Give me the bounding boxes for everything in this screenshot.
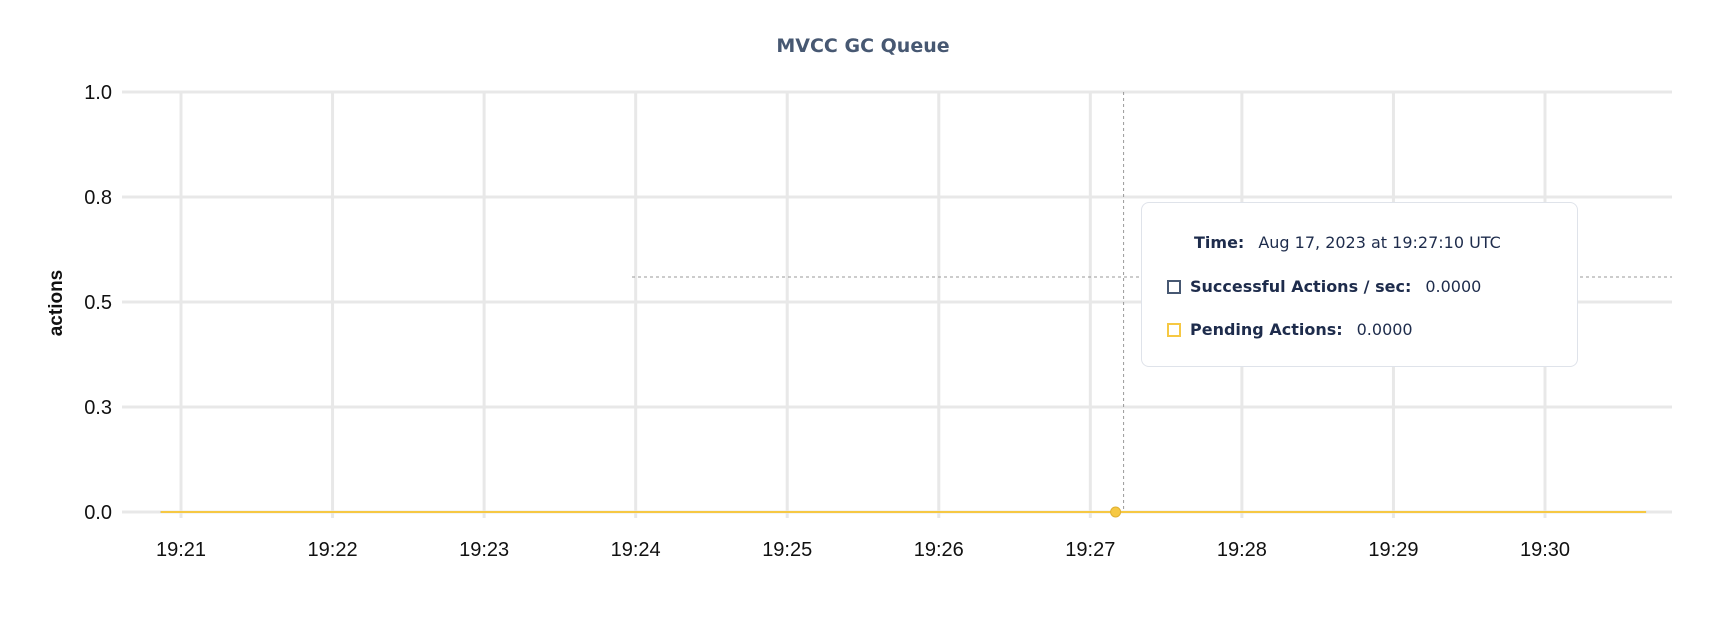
x-tick-label: 19:25: [762, 539, 812, 561]
x-tick-label: 19:21: [156, 539, 206, 561]
tooltip-row-successful: Successful Actions / sec: 0.0000: [1167, 277, 1481, 296]
legend-swatch-icon: [1167, 322, 1181, 337]
x-tick-label: 19:24: [611, 539, 661, 561]
x-axis: 19:21 19:22 19:23 19:24 19:25 19:26 19:27 19:28…: [156, 539, 1570, 561]
tooltip-time-value: Aug 17, 2023 at 19:27:10 UTC: [1258, 233, 1501, 252]
x-tick-label: 19:30: [1520, 539, 1570, 561]
tooltip-value: 0.0000: [1425, 277, 1482, 296]
hover-point: [1110, 506, 1122, 518]
tooltip-label: Pending Actions:: [1190, 320, 1343, 339]
x-tick-label: 19:23: [459, 539, 509, 561]
y-tick-label: 0.0: [84, 502, 112, 524]
tooltip-time: Time: Aug 17, 2023 at 19:27:10 UTC: [1194, 233, 1501, 252]
tooltip-time-label: Time:: [1194, 233, 1245, 252]
x-tick-label: 19:27: [1065, 539, 1115, 561]
tooltip-value: 0.0000: [1356, 320, 1413, 339]
chart-title: MVCC GC Queue: [776, 35, 949, 57]
tooltip: Time: Aug 17, 2023 at 19:27:10 UTC Succe…: [1141, 202, 1578, 367]
y-tick-label: 1.0: [84, 82, 112, 104]
y-tick-label: 0.3: [84, 397, 112, 419]
x-tick-label: 19:22: [308, 539, 358, 561]
x-tick-label: 19:29: [1368, 539, 1418, 561]
y-axis: 0.0 0.3 0.5 0.8 1.0: [84, 82, 112, 524]
y-axis-label: actions: [46, 270, 67, 337]
legend-swatch-icon: [1167, 279, 1181, 294]
x-tick-label: 19:28: [1217, 539, 1267, 561]
tooltip-label: Successful Actions / sec:: [1190, 277, 1412, 296]
x-tick-label: 19:26: [914, 539, 964, 561]
tooltip-row-pending: Pending Actions: 0.0000: [1167, 320, 1413, 339]
y-tick-label: 0.8: [84, 187, 112, 209]
y-tick-label: 0.5: [84, 292, 112, 314]
